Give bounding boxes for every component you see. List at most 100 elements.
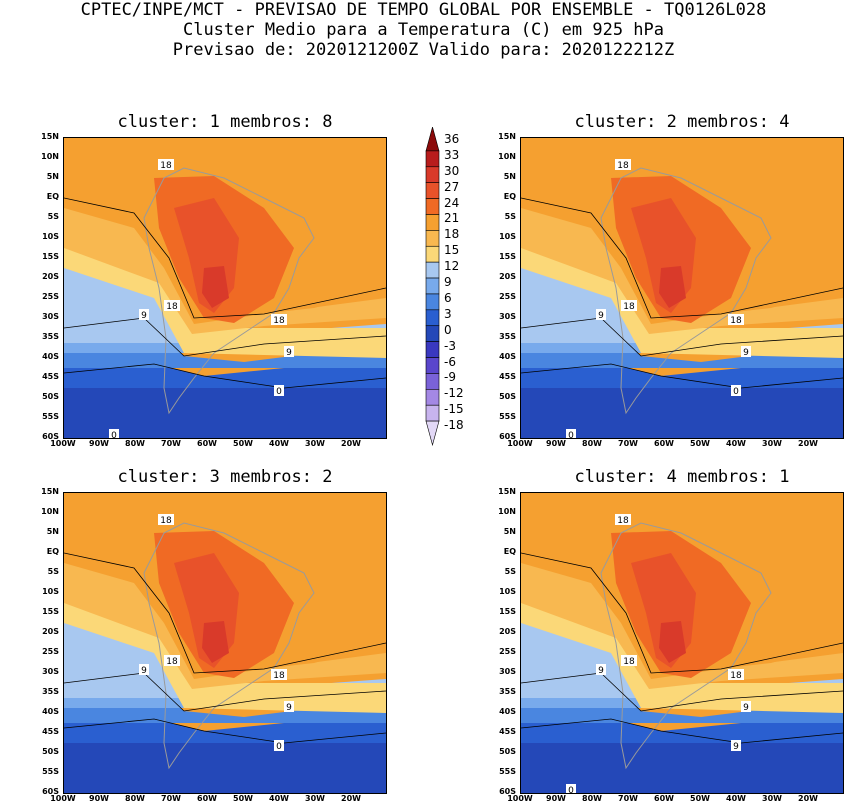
colorbar-label: 12	[444, 259, 460, 274]
lon-tick-label: 80W	[582, 439, 602, 448]
lat-tick-label: 30S	[499, 312, 516, 321]
contour-label-box	[566, 784, 576, 793]
temperature-band	[521, 563, 843, 689]
contour-label: 9	[598, 666, 604, 676]
temperature-band	[521, 703, 843, 743]
temperature-band	[64, 208, 386, 334]
lat-tick-label: 40S	[42, 707, 59, 716]
lat-tick-label: 35S	[42, 332, 59, 341]
lat-tick-label: 40S	[499, 707, 516, 716]
contour-line	[521, 317, 843, 357]
contour-label: 18	[166, 302, 178, 312]
contour-label-box	[139, 309, 149, 320]
lat-tick-label: 5N	[46, 172, 59, 181]
lat-tick-label: 55S	[42, 767, 59, 776]
lat-tick-label: 10N	[498, 152, 516, 161]
lon-tick-label: 100W	[507, 439, 533, 448]
contour-line	[521, 552, 843, 674]
temperature-band	[659, 266, 686, 308]
colorbar-segment	[425, 357, 440, 374]
lat-tick-label: 40S	[42, 352, 59, 361]
lon-tick-label: 100W	[50, 439, 76, 448]
colorbar-segment	[425, 245, 440, 263]
temperature-band	[521, 208, 843, 334]
colorbar-label: -15	[444, 402, 464, 417]
lat-tick-label: 55S	[499, 412, 516, 421]
colorbar-label: -3	[444, 338, 456, 353]
colorbar-label: 18	[444, 227, 460, 242]
lat-tick-label: 5N	[46, 527, 59, 536]
lat-tick-label: 35S	[499, 687, 516, 696]
panel-title: cluster: 1 membros: 8	[117, 112, 333, 132]
temperature-band	[64, 348, 386, 388]
lat-tick-label: 45S	[42, 372, 59, 381]
colorbar-segment	[425, 293, 440, 311]
contour-label-box	[741, 701, 751, 712]
contour-label: 18	[623, 302, 635, 312]
lon-tick-label: 40W	[269, 794, 289, 803]
lon-tick-label: 90W	[89, 439, 109, 448]
lat-tick-label: 15N	[498, 487, 516, 496]
panel-title: cluster: 2 membros: 4	[574, 112, 790, 132]
contour-label: 9	[743, 703, 749, 713]
contour-label-box	[596, 664, 606, 675]
lat-tick-label: 60S	[499, 787, 516, 796]
colorbar-label: 6	[444, 290, 452, 305]
lat-tick-label: 40S	[499, 352, 516, 361]
colorbar-label: 21	[444, 211, 460, 226]
temperature-band	[521, 733, 843, 793]
lat-tick-label: 25S	[499, 292, 516, 301]
colorbar-label: -18	[444, 418, 464, 433]
lon-tick-label: 60W	[197, 794, 217, 803]
lat-tick-label: 15S	[499, 607, 516, 616]
lon-tick-label: 20W	[798, 439, 818, 448]
lon-tick-label: 50W	[233, 439, 253, 448]
contour-label: 9	[141, 311, 147, 321]
colorbar-label: -9	[444, 370, 456, 385]
contour-label-box	[731, 385, 741, 396]
temperature-map: 18 18 18 9 9 0 0	[520, 137, 844, 439]
lat-tick-label: 25S	[42, 647, 59, 656]
lon-tick-label: 50W	[690, 439, 710, 448]
lat-tick-label: 10S	[42, 587, 59, 596]
lat-tick-label: 5S	[504, 567, 516, 576]
lon-tick-label: 70W	[161, 439, 181, 448]
lat-tick-label: 45S	[42, 727, 59, 736]
contour-line	[521, 197, 843, 319]
colorbar-arrow-bottom	[425, 420, 440, 447]
lat-tick-label: 45S	[499, 727, 516, 736]
contour-label: 18	[273, 671, 285, 681]
lat-tick-label: 45S	[499, 372, 516, 381]
lat-tick-label: 60S	[42, 432, 59, 441]
contour-line	[64, 197, 386, 319]
lat-tick-label: 20S	[499, 272, 516, 281]
colorbar-label: 0	[444, 322, 452, 337]
lon-tick-label: 50W	[233, 794, 253, 803]
colorbar-segment	[425, 261, 440, 279]
lat-tick-label: 50S	[42, 747, 59, 756]
lon-tick-label: 40W	[726, 439, 746, 448]
contour-label-box	[139, 664, 149, 675]
contour-label-box	[596, 309, 606, 320]
lon-tick-label: 70W	[618, 794, 638, 803]
lon-tick-label: 20W	[798, 794, 818, 803]
lat-tick-label: 50S	[42, 392, 59, 401]
contour-label: 0	[568, 786, 574, 793]
colorbar-segment	[425, 373, 440, 390]
colorbar-segment	[425, 325, 440, 342]
lat-tick-label: 10S	[499, 232, 516, 241]
colorbar-segment	[425, 341, 440, 358]
lon-tick-label: 100W	[50, 794, 76, 803]
contour-line	[64, 552, 386, 674]
lon-tick-label: 30W	[762, 439, 782, 448]
temperature-band	[64, 703, 386, 743]
lat-tick-label: 35S	[42, 687, 59, 696]
contour-label: 0	[733, 387, 739, 397]
coastline	[143, 522, 315, 770]
contour-label: 18	[617, 516, 629, 526]
lat-tick-label: 10N	[41, 507, 59, 516]
lat-tick-label: 5S	[47, 212, 59, 221]
lon-tick-label: 70W	[161, 794, 181, 803]
coastline	[600, 522, 772, 770]
lon-tick-label: 80W	[582, 794, 602, 803]
